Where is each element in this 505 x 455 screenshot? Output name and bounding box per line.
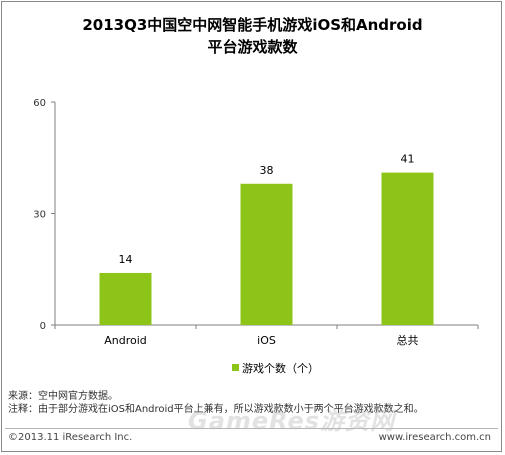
chart-title-line-2: 平台游戏款数 [207,38,298,56]
x-tick-label: iOS [257,334,276,347]
y-tick-label: 60 [33,98,46,109]
data-label: 14 [119,253,133,266]
watermark-logo: GameRes游资网 [188,407,396,435]
bar [99,272,152,325]
chart-title-line-1: 2013Q3中国空中网智能手机游戏iOS和Android [82,16,423,34]
legend-swatch [232,364,239,371]
copyright-text: ©2013.11 iResearch Inc. [8,432,133,443]
source-note: 来源：空中网官方数据。 [8,391,118,402]
bar [240,183,293,325]
data-label: 41 [401,153,415,166]
website-text: www.iresearch.com.cn [378,432,491,443]
footer-divider [5,428,498,429]
x-tick-label: 总共 [397,333,419,347]
y-tick-label: 0 [40,321,46,332]
bar [381,172,434,325]
notes-block: 来源：空中网官方数据。 注释：由于部分游戏在iOS和Android平台上兼有，所… [8,390,424,416]
y-tick-label: 30 [33,210,46,221]
remark-note: 注释：由于部分游戏在iOS和Android平台上兼有，所以游戏款数小于两个平台游… [8,404,424,415]
chart-bars: 14 38 41 [99,153,434,325]
chart-title: 2013Q3中国空中网智能手机游戏iOS和Android 平台游戏款数 [0,14,505,58]
legend-label: 游戏个数（个） [242,362,319,375]
data-label: 38 [260,164,274,177]
chart-legend: 游戏个数（个） [232,362,319,375]
x-tick-label: Android [104,334,147,347]
